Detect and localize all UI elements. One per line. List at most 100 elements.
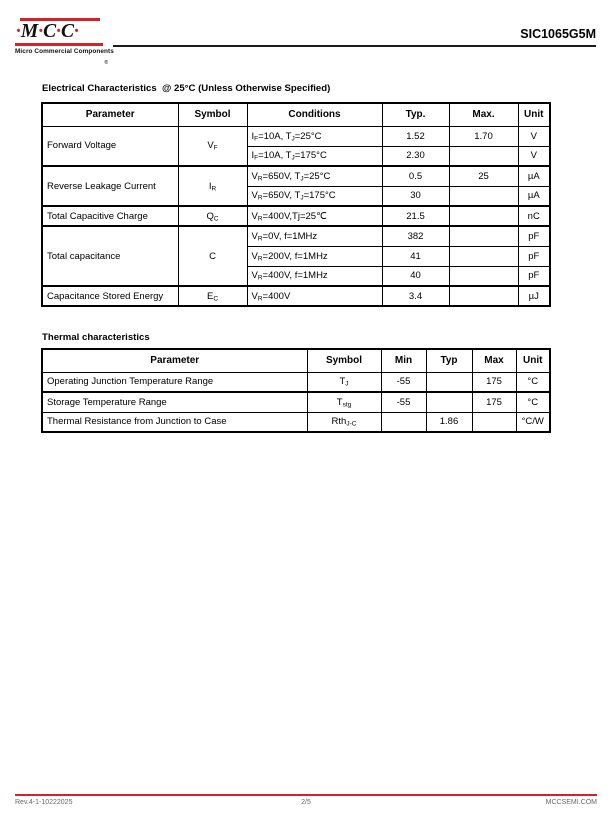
logo-dot: · — [56, 21, 61, 42]
cell: EC — [177, 285, 248, 307]
cell: 2.30 — [381, 145, 450, 167]
cell — [471, 411, 517, 433]
cell: 21.5 — [381, 205, 450, 227]
logo-letter: M — [20, 21, 39, 42]
cell: 30 — [381, 185, 450, 207]
cell — [448, 265, 519, 287]
cell: IF=10A, TJ=175°C — [246, 145, 383, 167]
mcc-logo-letters: ·M·C·C· — [15, 21, 108, 42]
cell: C — [177, 225, 248, 287]
cell: IR — [177, 165, 248, 207]
cell: VR=650V, TJ=175°C — [246, 185, 383, 207]
footer-revision: Rev.4-1-10222025 — [15, 799, 73, 806]
cell: pF — [517, 265, 551, 287]
column-header: Max — [471, 348, 517, 373]
footer-website: MCCSEMI.COM — [545, 799, 597, 806]
logo-bottom-bar — [15, 43, 103, 46]
table-row: VR=400V, f=1MHz 40 pF — [42, 265, 551, 287]
table-row: Total capacitance C VR=0V, f=1MHz 382 pF — [41, 225, 551, 287]
column-header: Symbol — [177, 102, 248, 127]
cell: Capacitance Stored Energy — [41, 285, 179, 307]
cell: VF — [177, 125, 248, 167]
cell: Thermal Resistance from Junction to Case — [41, 411, 308, 433]
logo-letter: C — [60, 21, 74, 42]
cell: 382 — [381, 225, 450, 247]
table-header-row: Parameter Symbol Conditions Typ. Max. Unit — [41, 102, 551, 127]
mcc-logo: ·M·C·C· ® Micro Commercial Components — [15, 18, 114, 66]
cell: 175 — [471, 371, 517, 393]
cell: RthJ-C — [306, 411, 382, 433]
cell — [425, 371, 473, 393]
logo-dot: · — [38, 21, 44, 42]
logo-tagline: Micro Commercial Components — [15, 48, 114, 55]
column-header: Parameter — [41, 102, 179, 127]
thermal-characteristics-title: Thermal characteristics — [42, 332, 150, 343]
cell: µJ — [517, 285, 551, 307]
cell: µA — [517, 165, 551, 187]
column-header: Min — [380, 348, 427, 373]
cell — [448, 285, 519, 307]
cell: -55 — [380, 371, 427, 393]
cell: 0.5 — [381, 165, 450, 187]
cell: 1.52 — [381, 125, 450, 147]
footer-page-number: 2/5 — [301, 799, 311, 806]
cell: Total Capacitive Charge — [41, 205, 179, 227]
cell — [448, 145, 519, 167]
logo-top-bar — [20, 18, 100, 21]
table-row: Total Capacitive Charge QC VR=400V,Tj=25℃ 2… — [41, 205, 551, 227]
cell: TJ — [306, 371, 382, 393]
cell — [380, 411, 427, 433]
table-row: Capacitance Stored Energy EC VR=400V 3.4 µJ — [41, 285, 551, 307]
cell: 3.4 — [381, 285, 450, 307]
cell — [448, 225, 519, 247]
cell: VR=400V, f=1MHz — [246, 265, 383, 287]
column-header: Parameter — [41, 348, 308, 373]
cell: V — [517, 125, 551, 147]
electrical-characteristics-table: Parameter Symbol Conditions Typ. Max. Unit For… — [41, 102, 551, 307]
cell: VR=400V — [246, 285, 383, 307]
cell: VR=400V,Tj=25℃ — [246, 205, 383, 227]
cell: 175 — [471, 391, 517, 413]
cell: nC — [517, 205, 551, 227]
cell: IF=10A, TJ=25°C — [246, 125, 383, 147]
cell: µA — [517, 185, 551, 207]
part-number: SIC1065G5M — [520, 27, 596, 41]
logo-dot: · — [16, 21, 21, 42]
cell: V — [517, 145, 551, 167]
cell — [425, 391, 473, 413]
thermal-characteristics-table: Parameter Symbol Min Typ Max Unit Operating Ju… — [41, 348, 551, 433]
electrical-characteristics-title: Electrical Characteristics @ 25°C (Unles… — [42, 83, 331, 94]
logo-letter: C — [43, 21, 57, 42]
column-header: Conditions — [246, 102, 383, 127]
table-row: VR=200V, f=1MHz 41 pF — [42, 245, 551, 267]
cell: °C/W — [515, 411, 551, 433]
registered-mark: ® — [104, 60, 108, 66]
table-row: Storage Temperature Range Tstg -55 175 °C — [41, 391, 551, 413]
cell: -55 — [380, 391, 427, 413]
cell: Forward Voltage — [41, 125, 179, 167]
table-row: Thermal Resistance from Junction to Case… — [41, 411, 551, 433]
cell: °C — [515, 371, 551, 393]
cell: 25 — [448, 165, 519, 187]
column-header: Typ. — [381, 102, 450, 127]
cell: VR=200V, f=1MHz — [246, 245, 383, 267]
table-row: Forward Voltage VF IF=10A, TJ=25°C 1.52 1.70… — [41, 125, 551, 167]
cell — [448, 205, 519, 227]
cell — [448, 185, 519, 207]
column-header: Unit — [515, 348, 551, 373]
cell — [448, 245, 519, 267]
cell: QC — [177, 205, 248, 227]
logo-dot: · — [74, 21, 79, 42]
column-header: Typ — [425, 348, 473, 373]
table-header-row: Parameter Symbol Min Typ Max Unit — [41, 348, 551, 373]
cell: Storage Temperature Range — [41, 391, 308, 413]
cell: °C — [515, 391, 551, 413]
column-header: Symbol — [306, 348, 382, 373]
column-header: Max. — [448, 102, 519, 127]
cell: pF — [517, 225, 551, 247]
cell: Tstg — [306, 391, 382, 413]
cell: 1.86 — [425, 411, 473, 433]
cell: VR=0V, f=1MHz — [246, 225, 383, 247]
table-row: Reverse Leakage Current IR VR=650V, TJ=25°… — [41, 165, 551, 207]
